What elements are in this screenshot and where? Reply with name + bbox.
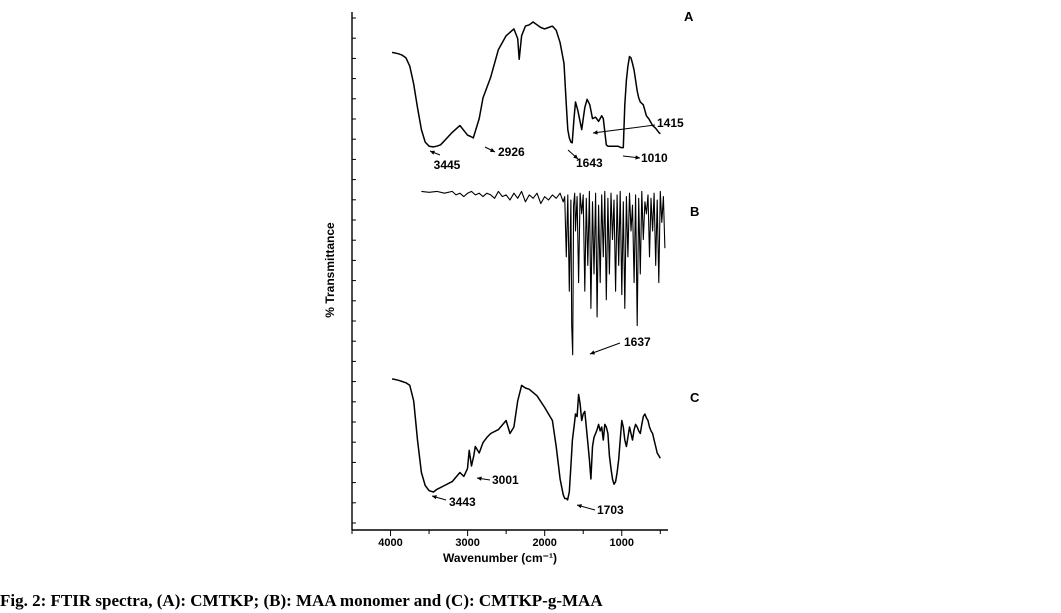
panel-label-a: A bbox=[684, 9, 694, 24]
spectrum-line-b bbox=[421, 190, 666, 356]
spectrum-line-a bbox=[391, 21, 661, 149]
peak-annotations: 3445 2926 1643 1415 1010 1637 3443 3001 1703 bbox=[429, 116, 684, 517]
peak-label: 3001 bbox=[492, 473, 519, 487]
peak-label: 1643 bbox=[576, 156, 603, 170]
peak-label: 1637 bbox=[624, 335, 651, 349]
spectra-layer bbox=[391, 21, 666, 501]
arrow-head-icon bbox=[573, 154, 578, 159]
arrow-head-icon bbox=[593, 130, 598, 135]
arrow-head-icon bbox=[432, 495, 437, 500]
annotation-arrow bbox=[592, 124, 656, 134]
arrow-head-icon bbox=[590, 350, 595, 355]
y-axis-title: % Transmittance bbox=[323, 222, 337, 318]
peak-label: 1010 bbox=[641, 151, 668, 165]
peak-label: 3443 bbox=[449, 495, 476, 509]
arrow-head-icon bbox=[477, 476, 482, 481]
y-axis-ticks bbox=[352, 17, 356, 524]
annotation-arrow bbox=[589, 342, 621, 355]
arrow-head-icon bbox=[577, 504, 582, 509]
x-axis-title: Wavenumber (cm⁻¹) bbox=[443, 551, 557, 565]
arrow-head-icon bbox=[430, 150, 435, 155]
arrow-head-icon bbox=[490, 148, 495, 152]
peak-label: 2926 bbox=[498, 145, 525, 159]
peak-label: 1415 bbox=[657, 116, 684, 130]
x-tick-label: 2000 bbox=[532, 537, 556, 549]
x-tick-label: 3000 bbox=[455, 537, 479, 549]
spectrum-line-c bbox=[391, 378, 661, 501]
panel-label-c: C bbox=[690, 390, 700, 405]
x-axis-ticks: 4000 3000 2000 1000 bbox=[351, 530, 661, 549]
figure-caption: Fig. 2: FTIR spectra, (A): CMTKP; (B): M… bbox=[0, 591, 603, 610]
panel-label-b: B bbox=[690, 204, 699, 219]
arrow-head-icon bbox=[635, 155, 640, 160]
peak-label: 1703 bbox=[597, 503, 624, 517]
peak-label: 3445 bbox=[434, 158, 461, 172]
x-tick-label: 1000 bbox=[610, 537, 634, 549]
x-tick-label: 4000 bbox=[378, 537, 402, 549]
panel-labels: A B C bbox=[684, 9, 700, 405]
